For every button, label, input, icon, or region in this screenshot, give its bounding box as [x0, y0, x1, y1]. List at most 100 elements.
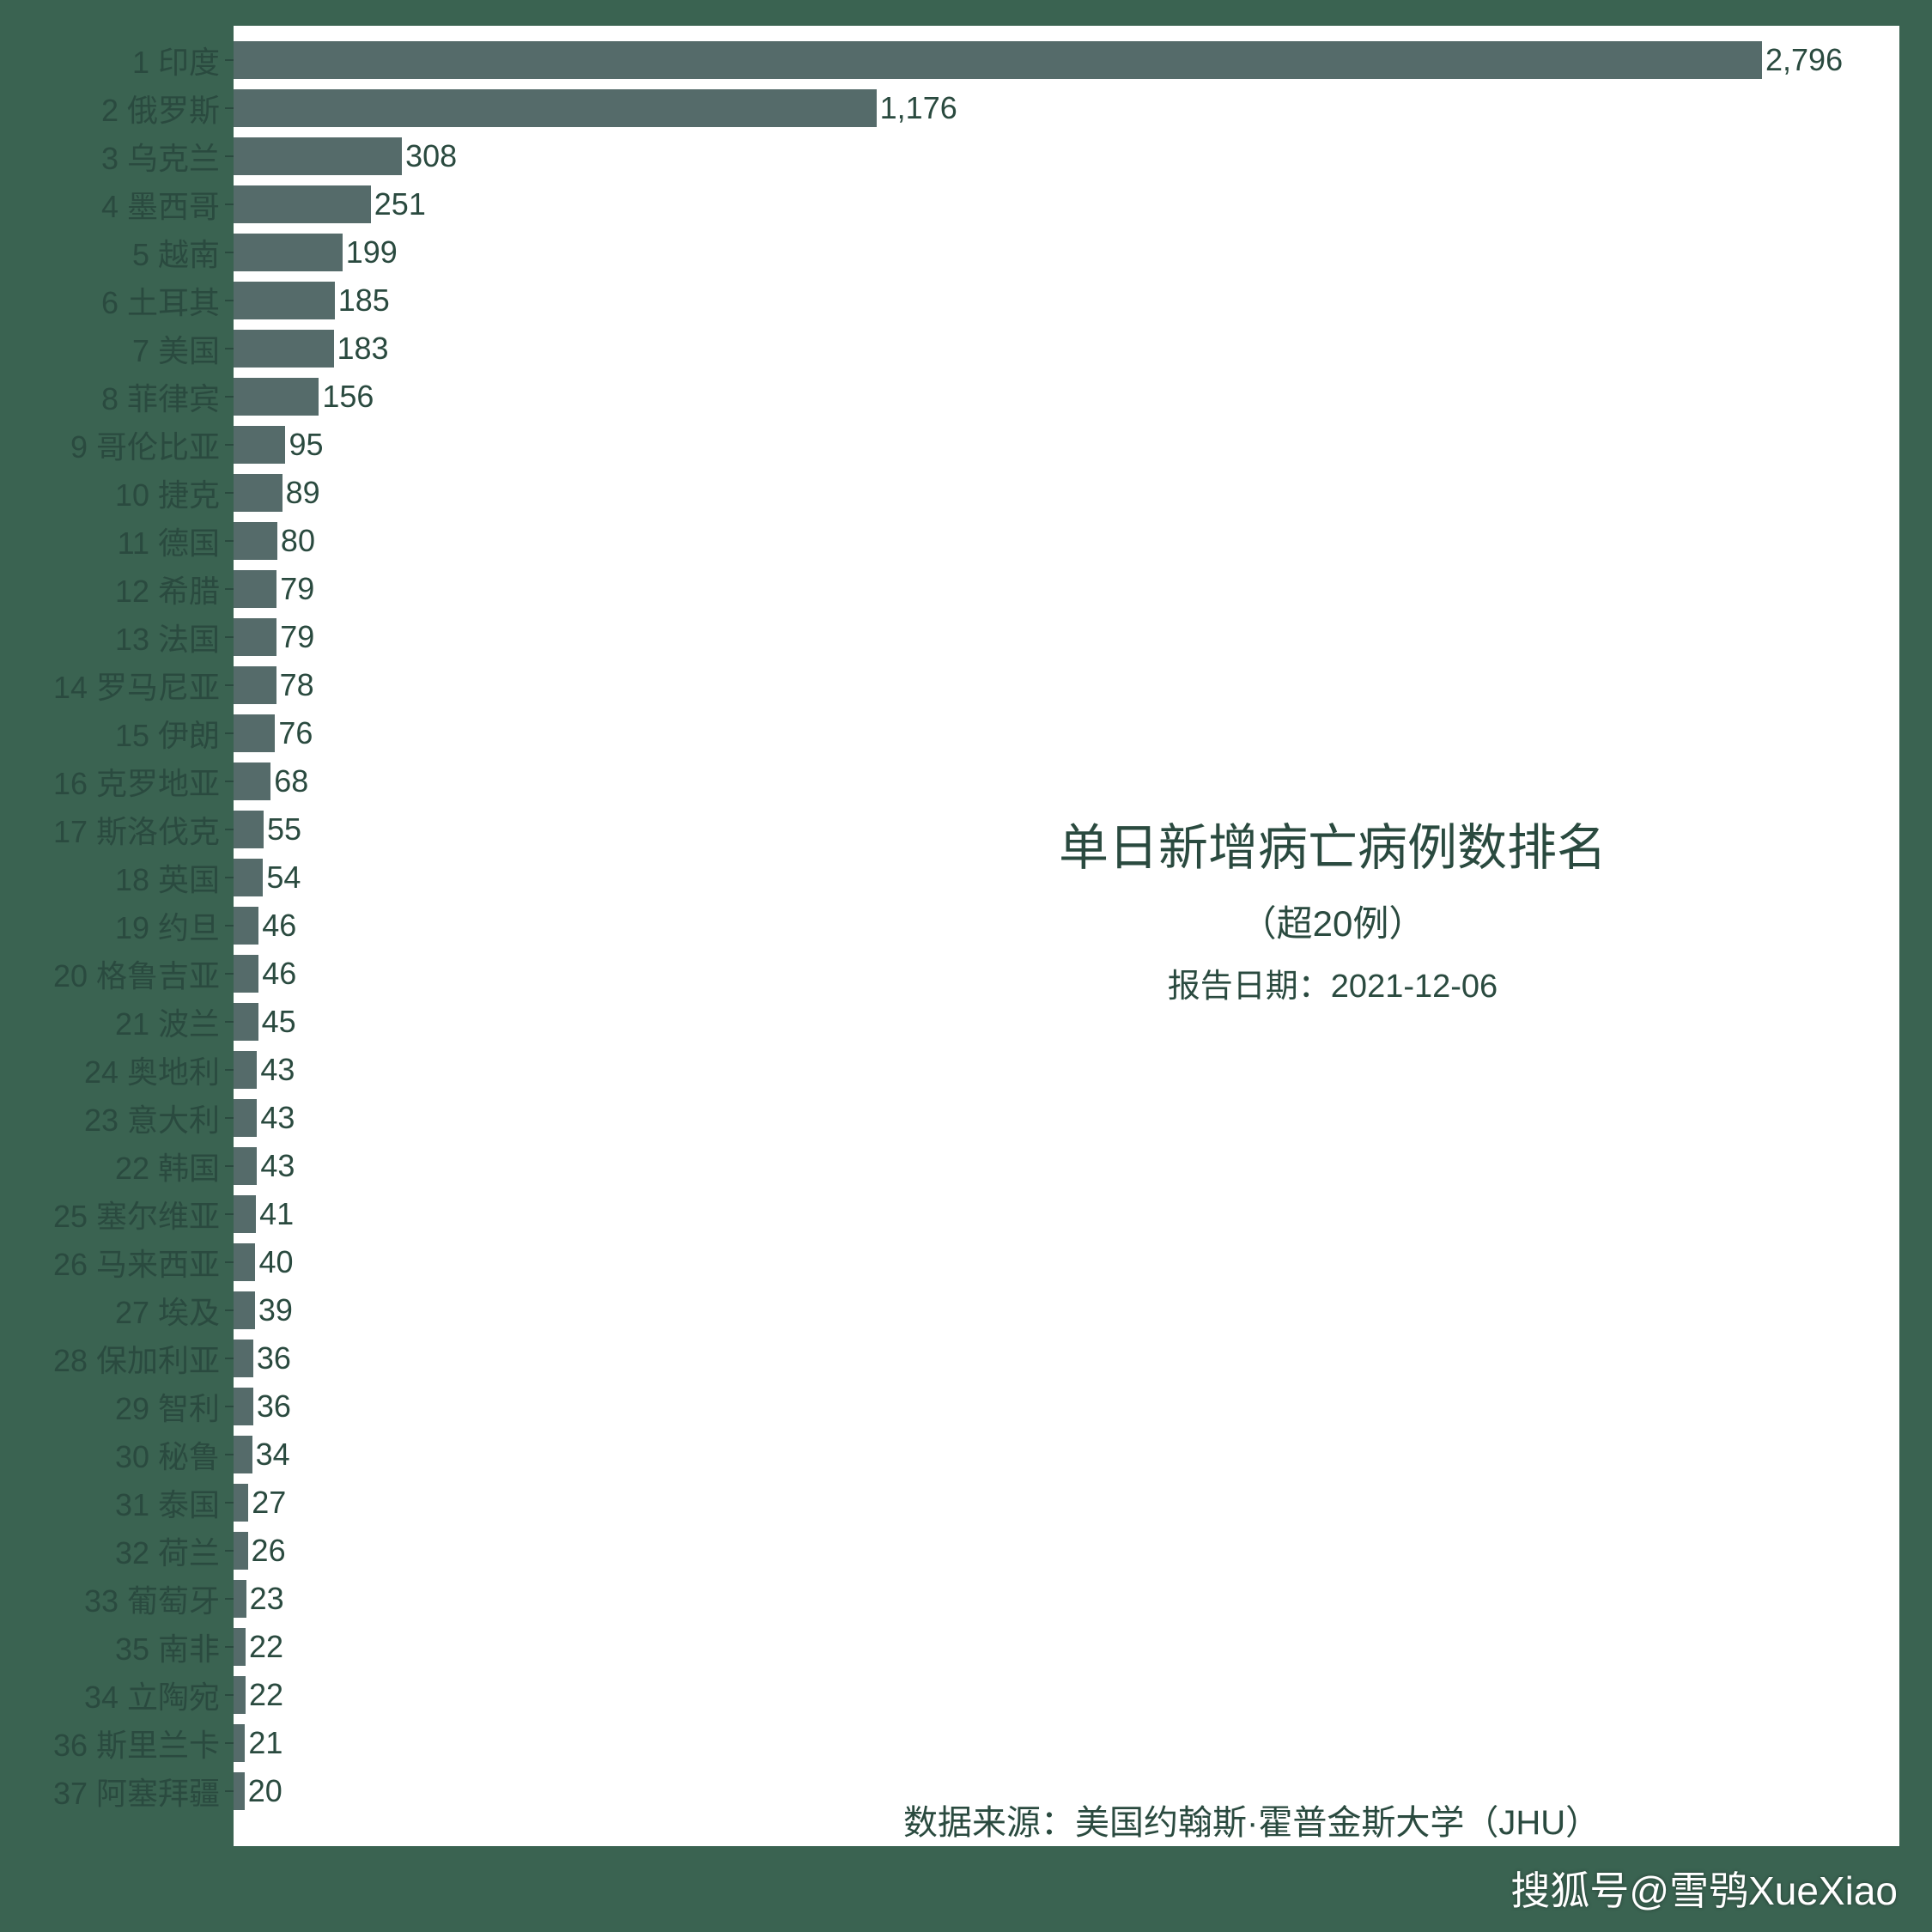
- bar: [234, 234, 343, 271]
- bar-row: 6 土耳其185: [234, 282, 1899, 319]
- bar-row: 32 荷兰26: [234, 1532, 1899, 1570]
- bar: [234, 378, 319, 416]
- bar-row: 12 希腊79: [234, 570, 1899, 608]
- bar: [234, 570, 276, 608]
- value-label: 46: [262, 956, 296, 992]
- value-label: 68: [274, 763, 308, 799]
- value-label: 1,176: [880, 90, 957, 126]
- bar: [234, 1003, 258, 1041]
- bar: [234, 426, 285, 464]
- value-label: 185: [338, 283, 390, 319]
- value-label: 308: [405, 138, 457, 174]
- bar-row: 24 奥地利43: [234, 1051, 1899, 1089]
- bar: [234, 522, 277, 560]
- bar: [234, 1051, 257, 1089]
- bar-row: 36 斯里兰卡21: [234, 1724, 1899, 1762]
- y-axis-label: 3 乌克兰: [101, 134, 227, 179]
- chart-date: 报告日期：2021-12-06: [903, 959, 1762, 1006]
- bar: [234, 955, 258, 993]
- bar: [234, 1580, 246, 1618]
- y-axis-label: 28 保加利亚: [53, 1336, 227, 1381]
- bar-row: 26 马来西亚40: [234, 1243, 1899, 1281]
- bar: [234, 474, 283, 512]
- value-label: 79: [280, 571, 314, 607]
- bar: [234, 89, 877, 127]
- value-label: 2,796: [1765, 42, 1843, 78]
- bar: [234, 666, 276, 704]
- value-label: 34: [256, 1437, 290, 1473]
- bar: [234, 1484, 248, 1522]
- bar-row: 15 伊朗76: [234, 714, 1899, 752]
- y-axis-label: 12 希腊: [115, 567, 227, 611]
- bar-row: 29 智利36: [234, 1388, 1899, 1425]
- y-axis-label: 23 意大利: [84, 1096, 227, 1140]
- bar: [234, 330, 334, 368]
- y-axis-label: 18 英国: [115, 855, 227, 900]
- bar: [234, 1099, 257, 1137]
- y-axis-label: 20 格鲁吉亚: [53, 951, 227, 996]
- bar-row: 33 葡萄牙23: [234, 1580, 1899, 1618]
- value-label: 40: [258, 1244, 293, 1280]
- chart-title-block: 单日新增病亡病例数排名 （超20例） 报告日期：2021-12-06: [903, 807, 1762, 1006]
- y-axis-label: 37 阿塞拜疆: [53, 1769, 227, 1814]
- y-axis-label: 29 智利: [115, 1384, 227, 1429]
- value-label: 23: [250, 1581, 284, 1617]
- y-axis-label: 17 斯洛伐克: [53, 807, 227, 852]
- value-label: 95: [289, 427, 323, 463]
- bar-row: 31 泰国27: [234, 1484, 1899, 1522]
- y-axis-label: 8 菲律宾: [101, 374, 227, 419]
- value-label: 156: [322, 379, 374, 415]
- value-label: 41: [259, 1196, 294, 1232]
- value-label: 199: [346, 234, 398, 270]
- bar-row: 11 德国80: [234, 522, 1899, 560]
- bar-row: 25 塞尔维亚41: [234, 1195, 1899, 1233]
- bar: [234, 811, 264, 848]
- bar: [234, 1436, 252, 1473]
- value-label: 54: [266, 860, 301, 896]
- value-label: 183: [337, 331, 389, 367]
- bar-row: 30 秘鲁34: [234, 1436, 1899, 1473]
- y-axis-label: 14 罗马尼亚: [53, 663, 227, 708]
- y-axis-label: 15 伊朗: [115, 711, 227, 756]
- value-label: 43: [260, 1148, 295, 1184]
- chart-title: 单日新增病亡病例数排名: [903, 807, 1762, 879]
- bar-row: 35 南非22: [234, 1628, 1899, 1666]
- bar-row: 3 乌克兰308: [234, 137, 1899, 175]
- bar: [234, 907, 258, 945]
- value-label: 20: [248, 1773, 283, 1809]
- bar: [234, 1676, 246, 1714]
- bar-row: 9 哥伦比亚95: [234, 426, 1899, 464]
- bar-row: 14 罗马尼亚78: [234, 666, 1899, 704]
- chart-subtitle: （超20例）: [903, 895, 1762, 947]
- y-axis-label: 33 葡萄牙: [84, 1577, 227, 1621]
- value-label: 22: [249, 1677, 283, 1713]
- y-axis-label: 10 捷克: [115, 471, 227, 515]
- y-axis-label: 24 奥地利: [84, 1048, 227, 1092]
- bar: [234, 714, 275, 752]
- y-axis-label: 16 克罗地亚: [53, 759, 227, 804]
- value-label: 78: [280, 667, 314, 703]
- y-axis-label: 35 南非: [115, 1625, 227, 1669]
- y-axis-label: 36 斯里兰卡: [53, 1721, 227, 1765]
- y-axis-label: 34 立陶宛: [84, 1673, 227, 1717]
- bar-row: 4 墨西哥251: [234, 185, 1899, 223]
- y-axis-label: 2 俄罗斯: [101, 86, 227, 131]
- value-label: 76: [278, 715, 313, 751]
- y-axis-label: 32 荷兰: [115, 1528, 227, 1573]
- bar: [234, 1340, 253, 1377]
- bar-row: 1 印度2,796: [234, 41, 1899, 79]
- bar: [234, 1772, 245, 1810]
- watermark: 搜狐号@雪鸮XueXiao: [1510, 1860, 1898, 1917]
- bar-row: 16 克罗地亚68: [234, 762, 1899, 800]
- bar-row: 28 保加利亚36: [234, 1340, 1899, 1377]
- value-label: 45: [262, 1004, 296, 1040]
- bar-row: 27 埃及39: [234, 1291, 1899, 1329]
- bar-row: 7 美国183: [234, 330, 1899, 368]
- bar: [234, 1532, 248, 1570]
- y-axis-label: 30 秘鲁: [115, 1432, 227, 1477]
- y-axis-label: 21 波兰: [115, 999, 227, 1044]
- value-label: 55: [267, 811, 301, 848]
- value-label: 36: [257, 1340, 291, 1376]
- y-axis-label: 11 德国: [118, 519, 227, 563]
- value-label: 36: [257, 1388, 291, 1425]
